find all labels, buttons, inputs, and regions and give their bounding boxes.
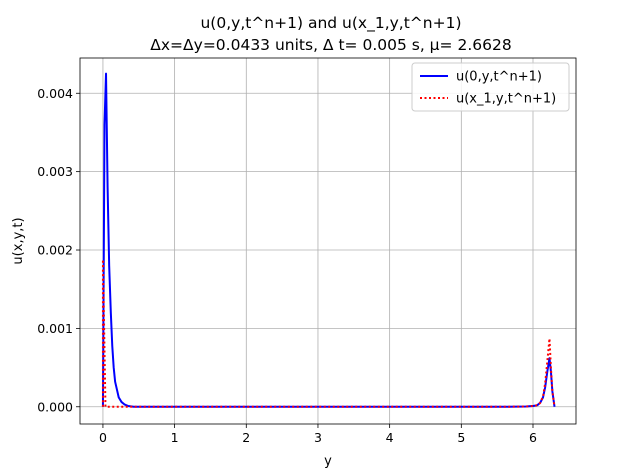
legend-label-series-2: u(x_1,y,t^n+1) bbox=[456, 92, 556, 107]
x-tick-label: 0 bbox=[99, 430, 107, 445]
chart-title: u(0,y,t^n+1) and u(x_1,y,t^n+1) bbox=[200, 14, 461, 33]
x-tick-label: 3 bbox=[314, 430, 322, 445]
x-tick-label: 2 bbox=[242, 430, 250, 445]
y-tick-label: 0.001 bbox=[37, 321, 73, 336]
legend: u(0,y,t^n+1) u(x_1,y,t^n+1) bbox=[411, 62, 570, 112]
x-tick-label: 6 bbox=[529, 430, 537, 445]
y-tick-label: 0.000 bbox=[37, 399, 73, 414]
y-tick-label: 0.003 bbox=[37, 164, 73, 179]
y-tick-label: 0.002 bbox=[37, 243, 73, 258]
y-axis-label: u(x,y,t) bbox=[11, 217, 26, 264]
x-tick-label: 5 bbox=[457, 430, 465, 445]
x-tick-label: 4 bbox=[386, 430, 394, 445]
series-line-2 bbox=[101, 258, 556, 408]
x-axis-ticks: 0 1 2 3 4 5 6 bbox=[99, 424, 537, 445]
chart-subtitle: Δx=Δy=0.0433 units, Δ t= 0.005 s, μ= 2.6… bbox=[150, 36, 511, 54]
y-tick-label: 0.004 bbox=[37, 86, 73, 101]
plot-area-frame bbox=[79, 57, 577, 425]
x-axis-label: y bbox=[324, 454, 332, 469]
y-axis-ticks: 0.000 0.001 0.002 0.003 0.004 bbox=[37, 86, 80, 414]
legend-box bbox=[411, 62, 570, 112]
legend-label-series-1: u(0,y,t^n+1) bbox=[456, 70, 542, 85]
series-layer bbox=[101, 72, 556, 408]
x-tick-label: 1 bbox=[171, 430, 179, 445]
